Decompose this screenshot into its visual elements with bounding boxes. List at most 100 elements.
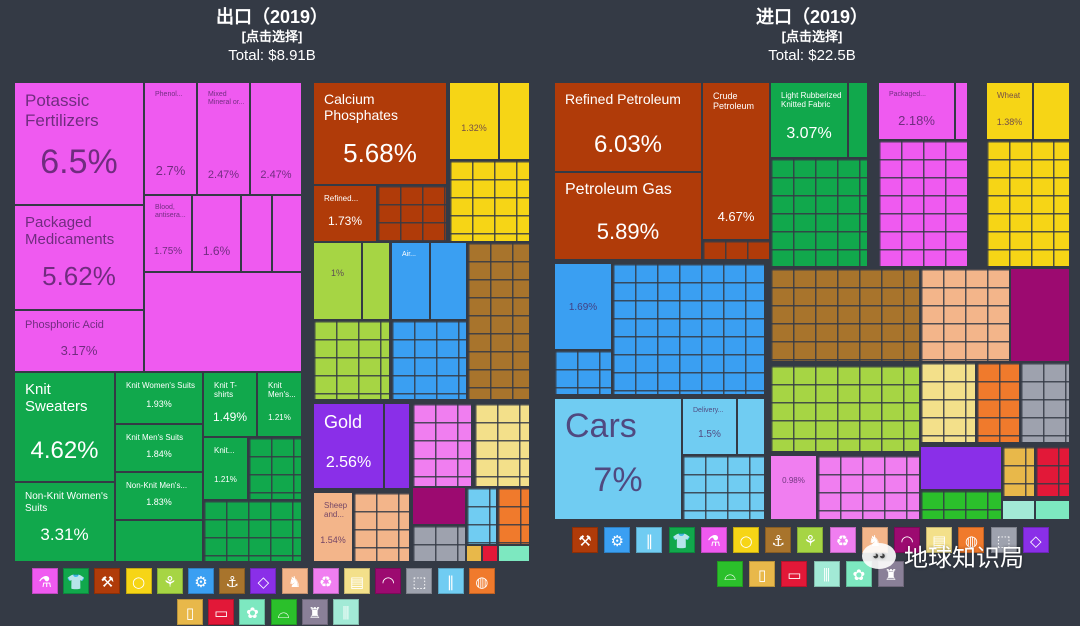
treemap-tile-chemicals[interactable]	[144, 272, 302, 372]
treemap-tile-calcium-phosphates[interactable]: Calcium Phosphates 5.68%	[313, 82, 447, 185]
treemap-tile-delivery[interactable]: Delivery... 1.5%	[682, 398, 737, 455]
treemap-tile-unlabeled[interactable]: 1.69%	[554, 263, 612, 350]
treemap-tile-chemicals[interactable]	[241, 195, 272, 272]
legend-art-icon[interactable]: ▭	[208, 599, 235, 625]
treemap-tile-phenol[interactable]: Phenol... 2.7%	[144, 82, 197, 195]
treemap-tile-sheep-and[interactable]: Sheep and... 1.54%	[313, 492, 353, 562]
legend-food-icon[interactable]: ○	[733, 527, 759, 553]
legend-wood-icon[interactable]: ▤	[926, 527, 953, 553]
legend-minerals-icon[interactable]: ⚒	[94, 568, 121, 594]
treemap-tile-stone[interactable]	[384, 403, 410, 489]
legend-weapons-icon[interactable]: ▯	[177, 599, 203, 625]
legend-paper-icon[interactable]: ♻	[829, 527, 856, 553]
treemap-tile-textiles[interactable]	[115, 520, 203, 562]
treemap-tile-wheat[interactable]: Wheat 1.38%	[986, 82, 1033, 140]
legend-vegetable-icon[interactable]: ⚘	[156, 568, 183, 594]
treemap-tile-non-knit-men-s[interactable]: Non-Knit Men's... 1.83%	[115, 472, 203, 520]
treemap-tile-vegetable[interactable]	[313, 320, 390, 400]
legend-transport-icon[interactable]: ∥	[437, 568, 464, 594]
treemap-tile-unlabeled[interactable]: 2.47%	[250, 82, 302, 195]
legend-misc-icon[interactable]: ⬚	[406, 568, 433, 594]
treemap-tile-art[interactable]	[482, 545, 498, 562]
legend-vegetable-icon[interactable]: ⚘	[797, 527, 824, 553]
treemap-tile-knit-men-s[interactable]: Knit Men's... 1.21%	[257, 372, 302, 437]
treemap-tile-minerals[interactable]	[377, 185, 447, 242]
legend-misc-icon[interactable]: ⬚	[990, 527, 1017, 553]
legend-minerals-icon[interactable]: ⚒	[572, 527, 598, 553]
treemap-tile-air[interactable]: Air...	[391, 242, 430, 320]
legend-art-icon[interactable]: ▭	[781, 561, 808, 587]
export-select-link[interactable]: [点击选择]	[241, 29, 303, 44]
legend-chemicals-icon[interactable]: ⚗	[32, 568, 58, 594]
treemap-tile-misc[interactable]	[412, 525, 466, 562]
legend-plastics-icon[interactable]: ◍	[468, 568, 495, 594]
legend-machines-icon[interactable]: ⚙	[604, 527, 631, 553]
legend-stoneglass-icon[interactable]: ⫼	[813, 561, 840, 587]
import-select-link[interactable]: [点击选择]	[781, 29, 843, 44]
treemap-tile-art[interactable]	[1035, 446, 1070, 497]
treemap-tile-transport[interactable]	[682, 455, 765, 520]
treemap-tile-unlabeled[interactable]: 0.98%	[770, 455, 817, 520]
treemap-tile-petroleum-gas[interactable]: Petroleum Gas 5.89%	[554, 172, 702, 260]
treemap-tile-machines[interactable]	[554, 350, 612, 395]
legend-stoneglass-icon[interactable]: ⫼	[333, 599, 359, 625]
legend-transport-icon[interactable]: ∥	[636, 527, 663, 553]
legend-textiles-icon[interactable]: 👕	[668, 527, 695, 553]
legend-footwear-icon[interactable]: ⌓	[270, 599, 297, 625]
treemap-tile-chemicals[interactable]	[955, 82, 968, 140]
legend-food-icon[interactable]: ○	[125, 568, 152, 594]
treemap-tile-animal[interactable]	[353, 492, 410, 562]
legend-plastics-icon[interactable]: ◍	[958, 527, 985, 553]
legend-instruments-icon[interactable]: ◠	[894, 527, 920, 553]
legend-chemicals-icon[interactable]: ⚗	[700, 527, 727, 553]
treemap-tile-refined-petroleum[interactable]: Refined Petroleum 6.03%	[554, 82, 702, 172]
treemap-tile-metals[interactable]	[770, 268, 920, 362]
treemap-tile-knit-men-s-suits[interactable]: Knit Men's Suits 1.84%	[115, 424, 203, 472]
treemap-tile-stoneglass[interactable]	[1002, 500, 1035, 520]
legend-machines-icon[interactable]: ⚙	[188, 568, 214, 594]
treemap-tile-chemicals[interactable]	[878, 140, 968, 267]
legend-animalhides-icon[interactable]: ✿	[239, 599, 266, 625]
treemap-tile-light-rubberized-knitted-fabric[interactable]: Light Rubberized Knitted Fabric 3.07%	[770, 82, 848, 158]
treemap-tile-plastics[interactable]	[976, 362, 1020, 443]
legend-metals-icon[interactable]: ⚓	[219, 568, 246, 594]
treemap-tile-packaged-medicaments[interactable]: Packaged Medicaments 5.62%	[14, 205, 144, 310]
legend-animal-icon[interactable]: ♞	[281, 568, 308, 594]
treemap-tile-textiles[interactable]	[203, 500, 302, 562]
treemap-tile-food[interactable]	[499, 82, 530, 160]
legend-wood-icon[interactable]: ▤	[344, 568, 370, 594]
treemap-tile-cars[interactable]: Cars 7%	[554, 398, 682, 520]
treemap-tile-transport[interactable]	[737, 398, 765, 455]
treemap-tile-machines[interactable]	[430, 242, 467, 320]
legend-paper-icon[interactable]: ♻	[312, 568, 339, 594]
treemap-tile-minerals[interactable]	[702, 240, 770, 260]
treemap-tile-knit[interactable]: Knit... 1.21%	[203, 437, 248, 500]
treemap-tile-vegetable[interactable]	[362, 242, 390, 320]
treemap-tile-crude-petroleum[interactable]: Crude Petroleum 4.67%	[702, 82, 770, 240]
legend-footwear-icon[interactable]: ⌓	[717, 561, 743, 587]
treemap-tile-textiles[interactable]	[248, 437, 302, 500]
treemap-tile-wood[interactable]	[920, 362, 976, 443]
treemap-tile-food[interactable]	[986, 140, 1070, 267]
treemap-tile-unlabeled[interactable]: 1.32%	[449, 82, 499, 160]
treemap-tile-food[interactable]	[1033, 82, 1070, 140]
treemap-tile-paper[interactable]	[817, 455, 920, 520]
treemap-tile-refined[interactable]: Refined... 1.73%	[313, 185, 377, 242]
treemap-tile-food[interactable]	[449, 160, 530, 242]
treemap-tile-non-knit-women-s-suits[interactable]: Non-Knit Women's Suits 3.31%	[14, 482, 115, 562]
legend-textiles-icon[interactable]: 👕	[63, 568, 90, 594]
treemap-tile-gold[interactable]: Gold 2.56%	[313, 403, 384, 489]
treemap-tile-textiles[interactable]	[848, 82, 868, 158]
treemap-tile-blood-antisera[interactable]: Blood, antisera... 1.75%	[144, 195, 192, 272]
treemap-tile-knit-t-shirts[interactable]: Knit T-shirts 1.49%	[203, 372, 257, 437]
legend-weapons-icon[interactable]: ▯	[749, 561, 776, 587]
treemap-tile-footwear[interactable]	[920, 490, 1002, 520]
treemap-tile-machines[interactable]	[612, 263, 765, 395]
treemap-tile-knit-women-s-suits[interactable]: Knit Women's Suits 1.93%	[115, 372, 203, 424]
treemap-tile-paper[interactable]	[412, 403, 472, 487]
legend-metals-icon[interactable]: ⚓	[765, 527, 792, 553]
treemap-tile-unlabeled[interactable]: 1%	[313, 242, 362, 320]
treemap-tile-machines[interactable]	[391, 320, 467, 400]
treemap-tile-misc[interactable]	[1020, 362, 1070, 443]
treemap-tile-wood[interactable]	[474, 403, 530, 487]
